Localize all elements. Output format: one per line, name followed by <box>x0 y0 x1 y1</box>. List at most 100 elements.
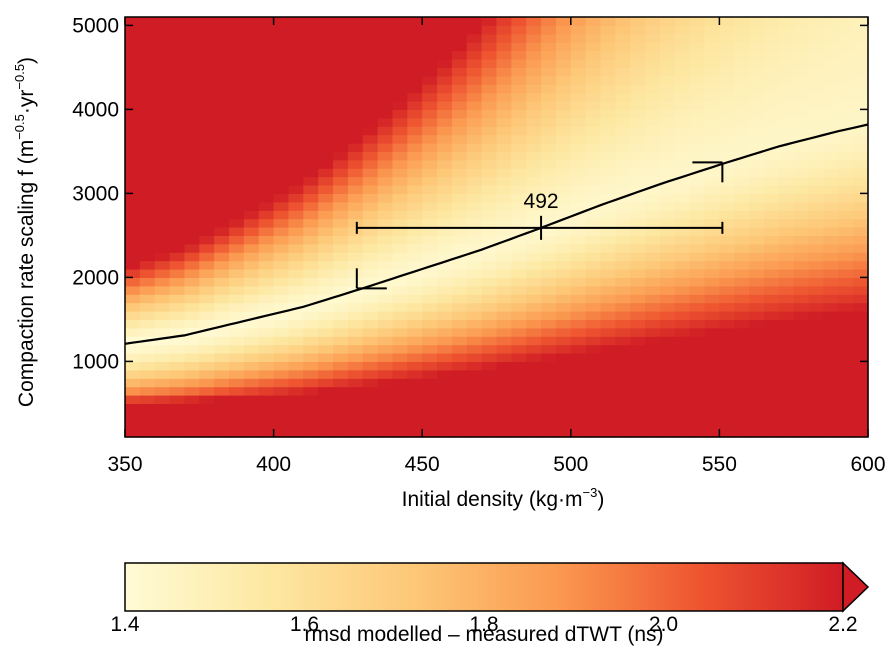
heatmap-cell <box>853 319 869 329</box>
heatmap-cell <box>466 411 483 421</box>
heatmap-cell <box>169 117 186 127</box>
heatmap-cell <box>719 277 735 287</box>
heatmap-cell <box>555 428 572 438</box>
heatmap-cell <box>600 201 616 211</box>
heatmap-cell <box>570 260 587 270</box>
heatmap-cell <box>838 411 854 421</box>
heatmap-cell <box>139 361 156 371</box>
heatmap-cell <box>377 252 394 262</box>
heatmap-cell <box>169 302 186 312</box>
heatmap-cell <box>139 176 156 186</box>
heatmap-cell <box>273 285 290 295</box>
heatmap-cell <box>630 17 646 26</box>
heatmap-cell <box>466 109 483 119</box>
heatmap-cell <box>793 17 810 26</box>
heatmap-cell <box>392 361 408 371</box>
heatmap-cell <box>347 428 364 438</box>
heatmap-cell <box>229 294 245 304</box>
heatmap-cell <box>570 134 587 144</box>
heatmap-cell <box>303 17 319 26</box>
heatmap-cell <box>318 75 334 85</box>
heatmap-cell <box>600 260 616 270</box>
heatmap-cell <box>704 185 720 194</box>
heatmap-cell <box>333 50 349 60</box>
heatmap-cell <box>704 210 720 220</box>
heatmap-cell <box>763 151 780 161</box>
heatmap-cell <box>838 151 854 161</box>
heatmap-cell <box>511 33 527 43</box>
heatmap-cell <box>243 143 260 152</box>
heatmap-cell <box>169 369 186 379</box>
heatmap-cell <box>645 302 661 312</box>
heatmap-cell <box>229 327 245 337</box>
heatmap-cell <box>511 75 527 85</box>
heatmap-cell <box>229 277 245 287</box>
minimum-rmsd-curve <box>124 123 869 345</box>
heatmap-cell <box>422 403 438 413</box>
heatmap-cell <box>154 168 171 178</box>
heatmap-cell <box>674 84 691 94</box>
heatmap-cell <box>407 42 423 52</box>
heatmap-cell <box>749 117 765 127</box>
heatmap-cell <box>273 369 290 379</box>
heatmap-cell <box>466 269 483 278</box>
heatmap-cell <box>659 210 676 220</box>
heatmap-cell <box>377 59 394 68</box>
heatmap-cell <box>719 151 735 161</box>
heatmap-cell <box>778 75 795 85</box>
heatmap-cell <box>258 428 275 438</box>
heatmap-cell <box>229 386 245 396</box>
heatmap-cell <box>273 42 290 52</box>
heatmap-cell <box>511 159 527 169</box>
heatmap-cell <box>273 252 290 262</box>
heatmap-cell <box>347 33 364 43</box>
heatmap-cell <box>437 403 453 413</box>
heatmap-cell <box>853 344 869 354</box>
heatmap-cell <box>674 277 691 287</box>
heatmap-cell <box>347 277 364 287</box>
heatmap-cell <box>763 134 780 144</box>
heatmap-cell <box>273 277 290 287</box>
heatmap-cell <box>749 386 765 396</box>
heatmap-cell <box>630 327 646 337</box>
heatmap-cell <box>645 101 661 110</box>
heatmap-cell <box>303 344 319 354</box>
heatmap-cell <box>645 269 661 278</box>
heatmap-cell <box>258 210 275 220</box>
heatmap-cell <box>763 33 780 43</box>
heatmap-cell <box>199 269 215 278</box>
heatmap-cell <box>838 277 854 287</box>
heatmap-cell <box>689 126 706 136</box>
heatmap-cell <box>555 378 572 388</box>
heatmap-cell <box>555 92 572 102</box>
heatmap-cell <box>481 319 498 329</box>
heatmap-cell <box>645 218 661 228</box>
heatmap-cell <box>689 353 706 362</box>
heatmap-cell <box>600 369 616 379</box>
heatmap-cell <box>318 193 334 203</box>
heatmap-cell <box>169 92 186 102</box>
heatmap-cell <box>704 75 720 85</box>
heatmap-cell <box>823 327 839 337</box>
heatmap-cell <box>199 25 215 35</box>
heatmap-cell <box>674 218 691 228</box>
heatmap-cell <box>392 17 408 26</box>
heatmap-cell <box>749 59 765 68</box>
heatmap-cell <box>823 151 839 161</box>
heatmap-cell <box>734 285 750 295</box>
heatmap-cell <box>303 109 319 119</box>
heatmap-cell <box>749 411 765 421</box>
colorbar-label: rmsd modelled – measured dTWT (ns) <box>304 623 663 646</box>
heatmap-cell <box>466 75 483 85</box>
heatmap-cell <box>303 151 319 161</box>
heatmap-cell <box>600 17 616 26</box>
heatmap-cell <box>422 235 438 245</box>
heatmap-cell <box>600 143 616 152</box>
heatmap-cell <box>243 311 260 320</box>
heatmap-cell <box>407 143 423 152</box>
heatmap-cell <box>437 243 453 253</box>
heatmap-cell <box>125 101 141 110</box>
heatmap-cell <box>214 17 230 26</box>
heatmap-cell <box>377 84 394 94</box>
heatmap-cell <box>838 210 854 220</box>
